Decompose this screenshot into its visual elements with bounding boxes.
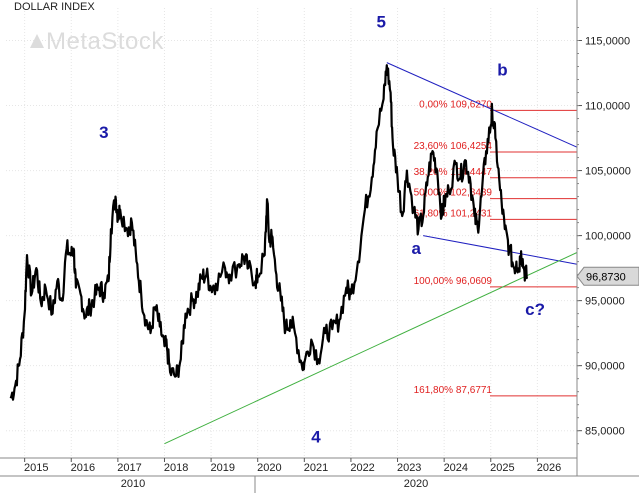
x-tick-label: 2016: [71, 462, 95, 474]
y-tick-label: 95,0000: [585, 296, 625, 308]
fib-level-label: 50,00% 102,8439: [414, 188, 493, 199]
y-tick-label: 110,0000: [585, 101, 630, 113]
last-value-label: 96,8730: [586, 271, 626, 283]
wave-label: c?: [525, 300, 545, 319]
fib-level-label: 0,00% 109,6270: [419, 99, 492, 110]
x-tick-label: 2022: [350, 462, 374, 474]
metastock-logo-icon: [30, 34, 44, 48]
x-tick-label: 2018: [164, 462, 188, 474]
x-tick-label: 2023: [397, 462, 421, 474]
wave-label: 4: [311, 427, 321, 446]
x-tick-label: 2020: [257, 462, 281, 474]
trendline: [423, 235, 578, 265]
wave-labels: 5 3 4 a b c?: [99, 13, 545, 447]
wave-label: 3: [99, 123, 108, 142]
watermark: MetaStock: [30, 28, 164, 56]
x-decade-label: 2010: [121, 478, 145, 490]
trendline: [164, 252, 578, 445]
plot-area: [0, 0, 577, 476]
x-decade-label: 2020: [404, 478, 428, 490]
wave-label: 5: [376, 13, 385, 32]
watermark-text: MetaStock: [46, 28, 164, 55]
wave-label: b: [497, 61, 507, 80]
fib-level-label: 100,00% 96,0609: [414, 276, 493, 287]
y-axis: 85,0000 90,0000 95,0000 100,0000 105,0000 110…: [576, 0, 631, 476]
chart-title: DOLLAR INDEX: [14, 1, 95, 13]
fib-level-label: 161,80% 87,6771: [414, 385, 493, 396]
wave-label: a: [411, 239, 421, 258]
fib-level-label: 61,80% 101,2431: [414, 208, 493, 219]
grid: [6, 8, 577, 458]
y-tick-label: 90,0000: [585, 361, 625, 373]
x-tick-label: 2019: [211, 462, 235, 474]
x-tick-label: 2021: [304, 462, 328, 474]
last-value-marker: 96,8730: [576, 266, 639, 286]
x-tick-label: 2026: [537, 462, 561, 474]
x-tick-label: 2025: [490, 462, 514, 474]
x-tick-label: 2024: [444, 462, 468, 474]
fib-level-label: 23,60% 106,4254: [414, 141, 493, 152]
y-tick-label: 115,0000: [585, 36, 630, 48]
x-axis: 2015 2016 2017 2018 2019 2020 2021 2022 2023 2024…: [0, 457, 639, 493]
y-tick-label: 105,0000: [585, 166, 631, 178]
y-tick-label: 85,0000: [585, 426, 625, 438]
x-tick-label: 2017: [117, 462, 141, 474]
last-value-box: [576, 266, 639, 286]
trendline: [386, 62, 578, 148]
y-tick-label: 100,0000: [585, 231, 631, 243]
x-tick-label: 2015: [24, 462, 48, 474]
trendlines: [164, 62, 578, 445]
price-line: [9, 64, 529, 401]
